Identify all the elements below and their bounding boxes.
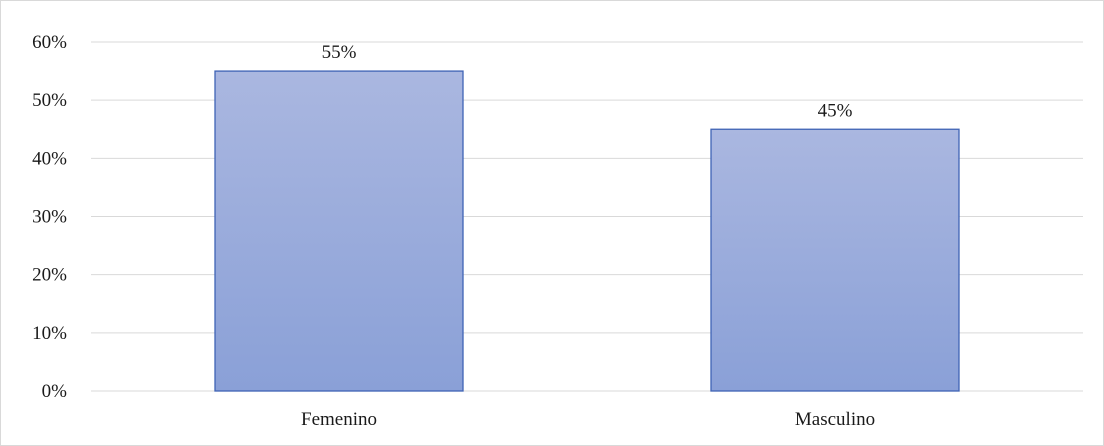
data-labels: 55% 45% (322, 42, 853, 121)
y-tick-label: 10% (32, 323, 67, 344)
bar-femenino (214, 70, 464, 392)
y-tick-label: 0% (42, 381, 68, 402)
y-tick-label: 50% (32, 90, 67, 111)
bars (214, 70, 960, 392)
category-label-masculino: Masculino (795, 409, 875, 430)
data-label-masculino: 45% (818, 100, 853, 121)
data-label-femenino: 55% (322, 42, 357, 63)
y-tick-label: 20% (32, 265, 67, 286)
x-axis-category-labels: Femenino Masculino (301, 409, 875, 430)
y-axis-tick-labels: 0% 10% 20% 30% 40% 50% 60% (32, 32, 67, 402)
category-label-femenino: Femenino (301, 409, 377, 430)
y-tick-label: 60% (32, 32, 67, 53)
y-tick-label: 40% (32, 148, 67, 169)
y-tick-label: 30% (32, 207, 67, 228)
bar-masculino (710, 128, 960, 392)
